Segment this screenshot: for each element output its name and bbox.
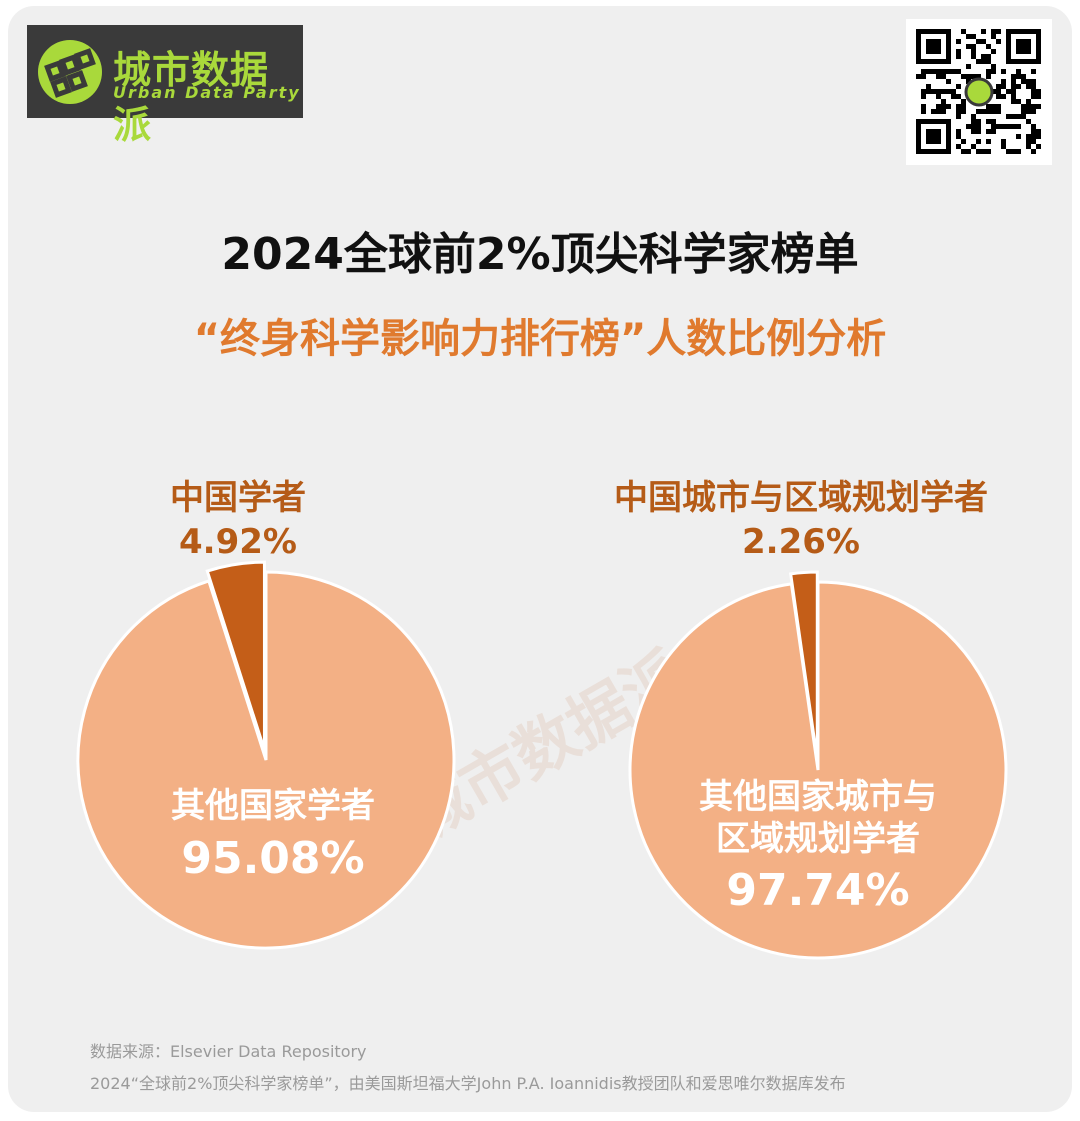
page-title: 2024全球前2%顶尖科学家榜单 [221,229,859,280]
major-slice-value: 97.74% [726,865,910,916]
logo-mark-icon [38,40,102,104]
minor-slice-label: 中国城市与区域规划学者 2.26% [586,476,1016,564]
data-source: 数据来源：Elsevier Data Repository [90,1042,367,1061]
major-slice-category: 其他国家城市与 区域规划学者 [699,777,937,859]
minor-slice-category: 中国学者 [170,478,306,518]
footnote: 2024“全球前2%顶尖科学家榜单”，由美国斯坦福大学John P.A. Ioa… [90,1074,846,1093]
major-slice-category: 其他国家学者 [171,786,375,826]
pie-chart-china [76,560,456,950]
minor-slice-value: 2.26% [742,522,860,562]
page-subtitle: “终身科学影响力排行榜”人数比例分析 [193,316,887,362]
brand-name-cn: 城市数据派 [113,48,270,147]
minor-slice [788,570,819,761]
major-slice-label: 其他国家学者 95.08% [128,784,418,890]
major-slice-value: 95.08% [181,833,365,884]
minor-slice-category: 中国城市与区域规划学者 [614,478,988,518]
minor-slice-value: 4.92% [179,522,297,562]
minor-slice-label: 中国学者 4.92% [128,476,348,564]
minor-slice [205,560,266,751]
major-slice [628,580,1008,960]
qr-code [906,19,1052,165]
pie-chart-china-urban-planning [628,570,1008,960]
major-slice-label: 其他国家城市与 区域规划学者 97.74% [648,776,988,922]
brand-logo: 城市数据派 Urban Data Party [27,25,303,147]
brand-name-en: Urban Data Party [113,83,301,102]
major-slice [76,570,456,950]
pie-charts [76,560,1008,960]
infographic-card: 城市数据派 Urban Data Party 城市数据派 2024全球前2%顶尖… [8,6,1072,1112]
